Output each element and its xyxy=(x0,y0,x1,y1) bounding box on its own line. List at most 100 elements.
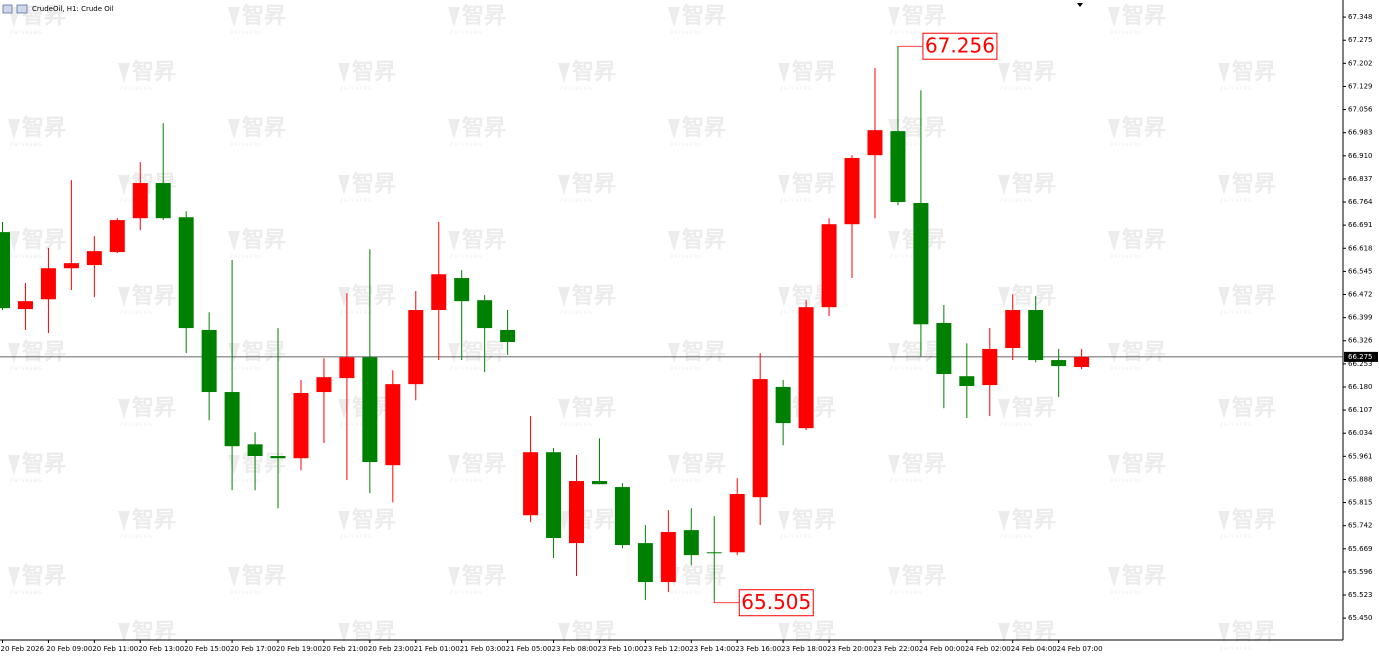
candle-body xyxy=(454,278,470,302)
watermark: 智昇 xyxy=(242,563,286,589)
watermark-sub: ZHISHENG xyxy=(230,590,263,595)
watermark-logo xyxy=(888,567,900,587)
menu-arrow[interactable] xyxy=(1077,3,1083,7)
x-tick-label: 23 Feb 16:00 xyxy=(735,645,781,653)
y-tick-label: 66.618 xyxy=(1348,244,1373,252)
current-price-label: 66.275 xyxy=(1348,353,1373,361)
y-tick-label: 66.399 xyxy=(1348,314,1373,322)
watermark-logo xyxy=(448,119,460,139)
watermark-logo xyxy=(888,7,900,27)
watermark-sub: ZHISHENG xyxy=(670,142,703,147)
watermark-sub: ZHISHENG xyxy=(1000,646,1033,651)
candle-body xyxy=(1051,360,1067,367)
watermark-logo xyxy=(668,231,680,251)
watermark: 智昇 xyxy=(462,115,506,141)
watermark-sub: ZHISHENG xyxy=(10,478,43,483)
watermark: 智昇 xyxy=(22,339,66,365)
watermark-sub: ZHISHENG xyxy=(780,422,813,427)
watermark: 智昇 xyxy=(1012,59,1056,85)
watermark: 智昇 xyxy=(22,3,66,29)
y-tick-label: 66.691 xyxy=(1348,221,1373,229)
candle-body xyxy=(729,494,745,553)
watermark: 智昇 xyxy=(902,115,946,141)
watermark-sub: ZHISHENG xyxy=(780,646,813,651)
candle-body xyxy=(982,348,998,386)
watermark-logo xyxy=(118,175,130,195)
candle-body xyxy=(890,131,906,203)
x-tick-label: 21 Feb 03:00 xyxy=(460,645,506,653)
watermark-sub: ZHISHENG xyxy=(560,86,593,91)
watermark-sub: ZHISHENG xyxy=(450,478,483,483)
x-tick-label: 24 Feb 07:00 xyxy=(1057,645,1103,653)
x-tick-label: 21 Feb 05:00 xyxy=(506,645,552,653)
watermark: 智昇 xyxy=(1232,619,1276,645)
watermark-logo xyxy=(228,343,240,363)
watermark-sub: ZHISHENG xyxy=(560,198,593,203)
watermark: 智昇 xyxy=(1122,339,1166,365)
watermark: 智昇 xyxy=(352,171,396,197)
x-tick-label: 20 Feb 13:00 xyxy=(138,645,184,653)
watermark-sub: ZHISHENG xyxy=(450,366,483,371)
watermark-sub: ZHISHENG xyxy=(1000,534,1033,539)
x-tick-label: 20 Feb 19:00 xyxy=(276,645,322,653)
watermark-logo xyxy=(448,231,460,251)
watermark-logo xyxy=(118,623,130,643)
watermark: 智昇 xyxy=(352,507,396,533)
candle-body xyxy=(270,456,286,459)
x-tick-label: 23 Feb 22:00 xyxy=(873,645,919,653)
y-tick-label: 65.742 xyxy=(1348,522,1373,530)
candle-body xyxy=(546,452,562,539)
watermark-logo xyxy=(1108,567,1120,587)
watermark-logo xyxy=(338,287,350,307)
candle-body xyxy=(316,377,332,393)
y-tick-label: 67.129 xyxy=(1348,82,1373,90)
candle-body xyxy=(132,183,148,219)
watermark-logo xyxy=(8,119,20,139)
watermark-sub: ZHISHENG xyxy=(230,366,263,371)
candle-body xyxy=(408,310,424,385)
candle-body xyxy=(293,392,309,459)
icon xyxy=(16,4,28,14)
watermark-sub: ZHISHENG xyxy=(10,142,43,147)
x-tick-label: 24 Feb 04:00 xyxy=(1011,645,1057,653)
x-tick-label: 23 Feb 14:00 xyxy=(689,645,735,653)
watermark-sub: ZHISHENG xyxy=(780,534,813,539)
watermark-logo xyxy=(8,343,20,363)
watermark: 智昇 xyxy=(1232,59,1276,85)
candle-body xyxy=(798,307,814,429)
candle-body xyxy=(477,300,493,329)
watermark-logo xyxy=(998,623,1010,643)
y-tick-label: 66.545 xyxy=(1348,267,1373,275)
watermark: 智昇 xyxy=(1012,619,1056,645)
y-tick-label: 66.326 xyxy=(1348,337,1373,345)
watermark: 智昇 xyxy=(1012,507,1056,533)
watermark: 智昇 xyxy=(1232,395,1276,421)
watermark-sub: ZHISHENG xyxy=(120,646,153,651)
watermark-sub: ZHISHENG xyxy=(10,30,43,35)
watermark: 智昇 xyxy=(462,227,506,253)
watermark: 智昇 xyxy=(352,59,396,85)
watermark-sub: ZHISHENG xyxy=(560,646,593,651)
watermark-sub: ZHISHENG xyxy=(340,198,373,203)
watermark-sub: ZHISHENG xyxy=(10,478,43,483)
candle-body xyxy=(17,301,33,310)
watermark-logo xyxy=(448,7,460,27)
watermark-sub: ZHISHENG xyxy=(1220,198,1253,203)
watermark-logo xyxy=(998,175,1010,195)
watermark-sub: ZHISHENG xyxy=(1110,30,1143,35)
watermark: 智昇 xyxy=(22,563,66,589)
watermark: 智昇 xyxy=(1232,507,1276,533)
watermark-logo xyxy=(118,63,130,83)
candle-body xyxy=(201,329,217,393)
watermark-logo xyxy=(1218,287,1230,307)
watermark: 智昇 xyxy=(1232,171,1276,197)
candle-body xyxy=(569,481,584,544)
watermark-sub: ZHISHENG xyxy=(450,30,483,35)
watermark: 智昇 xyxy=(22,227,66,253)
watermark: 智昇 xyxy=(22,115,66,141)
candle-body xyxy=(844,158,860,225)
watermark-sub: ZHISHENG xyxy=(230,30,263,35)
candle-body xyxy=(500,329,516,343)
watermark-logo xyxy=(888,343,900,363)
watermark-sub: ZHISHENG xyxy=(1220,86,1253,91)
